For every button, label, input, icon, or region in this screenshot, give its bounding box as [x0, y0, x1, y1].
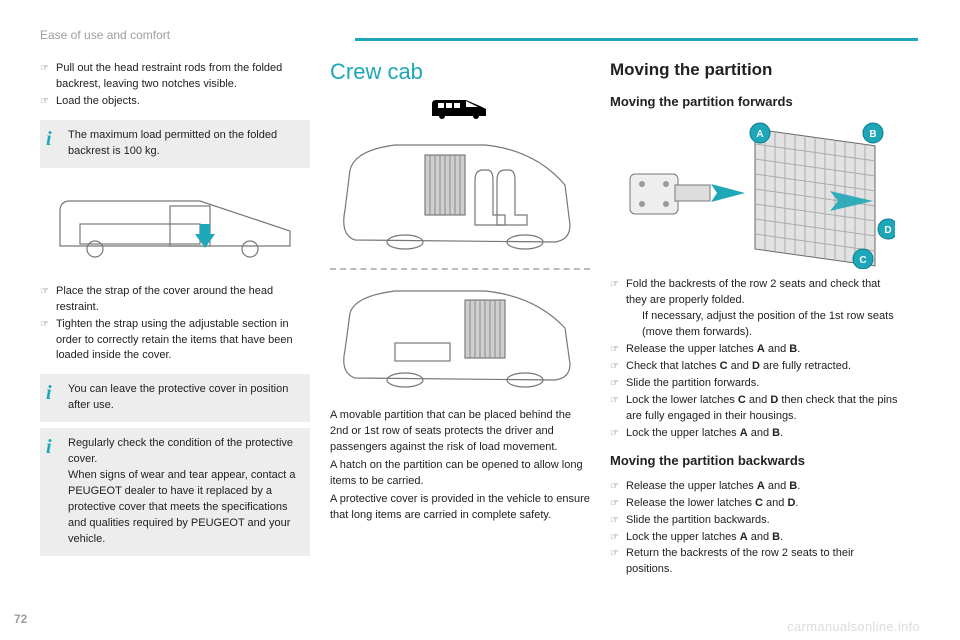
bullet-mark: ☞: [40, 317, 56, 365]
bullet-text: Fold the backrests of the row 2 seats an…: [626, 277, 900, 341]
bullet-text: Tighten the strap using the adjustable s…: [56, 317, 310, 365]
bullet: ☞Release the upper latches A and B.: [610, 342, 900, 358]
bullets-backward: ☞Release the upper latches A and B.☞Rele…: [610, 479, 900, 579]
column-3: Moving the partition Moving the partitio…: [610, 60, 900, 588]
illustration-partition-front: [330, 278, 590, 398]
moving-backward-title: Moving the partition backwards: [610, 452, 900, 471]
bullet-mark: ☞: [610, 426, 626, 442]
info-text: You can leave the protective cover in po…: [68, 382, 300, 414]
label-c: C: [859, 255, 866, 266]
bullet: ☞Fold the backrests of the row 2 seats a…: [610, 277, 900, 341]
info-text: The maximum load permitted on the folded…: [68, 128, 300, 160]
van-silhouette-icon: [330, 96, 590, 122]
bullets-mid: ☞ Place the strap of the cover around th…: [40, 284, 310, 365]
bullet-mark: ☞: [40, 284, 56, 316]
info-icon: i: [46, 436, 68, 548]
info-icon: i: [46, 128, 68, 160]
dashed-separator: [330, 268, 590, 270]
bullet-mark: ☞: [610, 479, 626, 495]
bullet-mark: ☞: [610, 530, 626, 546]
bullet-mark: ☞: [610, 546, 626, 578]
bullets-top: ☞ Pull out the head restraint rods from …: [40, 61, 310, 110]
bullet-text: Lock the upper latches A and B.: [626, 530, 900, 546]
bullet-sub: If necessary, adjust the position of the…: [626, 309, 900, 341]
page-number: 72: [14, 612, 27, 626]
bullet-text: Slide the partition backwards.: [626, 513, 900, 529]
bullet-text: Pull out the head restraint rods from th…: [56, 61, 310, 93]
illustration-partition-latches: A B C D: [610, 119, 900, 269]
bullet: ☞ Tighten the strap using the adjustable…: [40, 317, 310, 365]
bullet-mark: ☞: [610, 277, 626, 341]
bullet-text: Return the backrests of the row 2 seats …: [626, 546, 900, 578]
bullet-text: Lock the lower latches C and D then chec…: [626, 393, 900, 425]
crew-para-1: A movable partition that can be placed b…: [330, 408, 590, 456]
bullet-text: Slide the partition forwards.: [626, 376, 900, 392]
bullet-text: Place the strap of the cover around the …: [56, 284, 310, 316]
info-text: Regularly check the condition of the pro…: [68, 436, 300, 548]
bullet-text: Release the upper latches A and B.: [626, 342, 900, 358]
label-b: B: [869, 129, 876, 140]
bullet: ☞ Load the objects.: [40, 94, 310, 110]
bullet: ☞Lock the lower latches C and D then che…: [610, 393, 900, 425]
bullet: ☞Slide the partition backwards.: [610, 513, 900, 529]
bullet-mark: ☞: [40, 61, 56, 93]
bullet-text: Release the lower latches C and D.: [626, 496, 900, 512]
crew-cab-title: Crew cab: [330, 56, 590, 88]
columns: ☞ Pull out the head restraint rods from …: [40, 60, 920, 588]
manual-page: Ease of use and comfort ☞ Pull out the h…: [0, 0, 960, 640]
bullet-mark: ☞: [610, 393, 626, 425]
info-icon: i: [46, 382, 68, 414]
illustration-partition-back: [330, 130, 590, 260]
moving-forward-title: Moving the partition forwards: [610, 93, 900, 112]
info-box-check-cover: i Regularly check the condition of the p…: [40, 428, 310, 556]
bullet-text: Load the objects.: [56, 94, 310, 110]
crew-para-3: A protective cover is provided in the ve…: [330, 492, 590, 524]
bullet: ☞Check that latches C and D are fully re…: [610, 359, 900, 375]
column-2: Crew cab: [330, 60, 590, 588]
bullet-mark: ☞: [40, 94, 56, 110]
moving-partition-title: Moving the partition: [610, 58, 900, 83]
bullet-mark: ☞: [610, 376, 626, 392]
column-1: ☞ Pull out the head restraint rods from …: [40, 60, 310, 588]
bullet: ☞Release the lower latches C and D.: [610, 496, 900, 512]
bullet-text: Lock the upper latches A and B.: [626, 426, 900, 442]
bullet-mark: ☞: [610, 513, 626, 529]
bullet: ☞Lock the upper latches A and B.: [610, 426, 900, 442]
bullet: ☞ Pull out the head restraint rods from …: [40, 61, 310, 93]
bullets-forward: ☞Fold the backrests of the row 2 seats a…: [610, 277, 900, 441]
bullet-text: Release the upper latches A and B.: [626, 479, 900, 495]
label-a: A: [756, 129, 763, 140]
bullet-mark: ☞: [610, 359, 626, 375]
info-box-load: i The maximum load permitted on the fold…: [40, 120, 310, 168]
bullet: ☞Lock the upper latches A and B.: [610, 530, 900, 546]
bullet: ☞Release the upper latches A and B.: [610, 479, 900, 495]
info-box-leave-cover: i You can leave the protective cover in …: [40, 374, 310, 422]
bullet: ☞Return the backrests of the row 2 seats…: [610, 546, 900, 578]
header-rule: [355, 38, 918, 41]
illustration-van-cover: [40, 176, 310, 276]
bullet: ☞Slide the partition forwards.: [610, 376, 900, 392]
bullet-mark: ☞: [610, 342, 626, 358]
watermark: carmanualsonline.info: [787, 619, 920, 634]
crew-para-2: A hatch on the partition can be opened t…: [330, 458, 590, 490]
bullet: ☞ Place the strap of the cover around th…: [40, 284, 310, 316]
bullet-mark: ☞: [610, 496, 626, 512]
label-d: D: [884, 225, 891, 236]
bullet-text: Check that latches C and D are fully ret…: [626, 359, 900, 375]
